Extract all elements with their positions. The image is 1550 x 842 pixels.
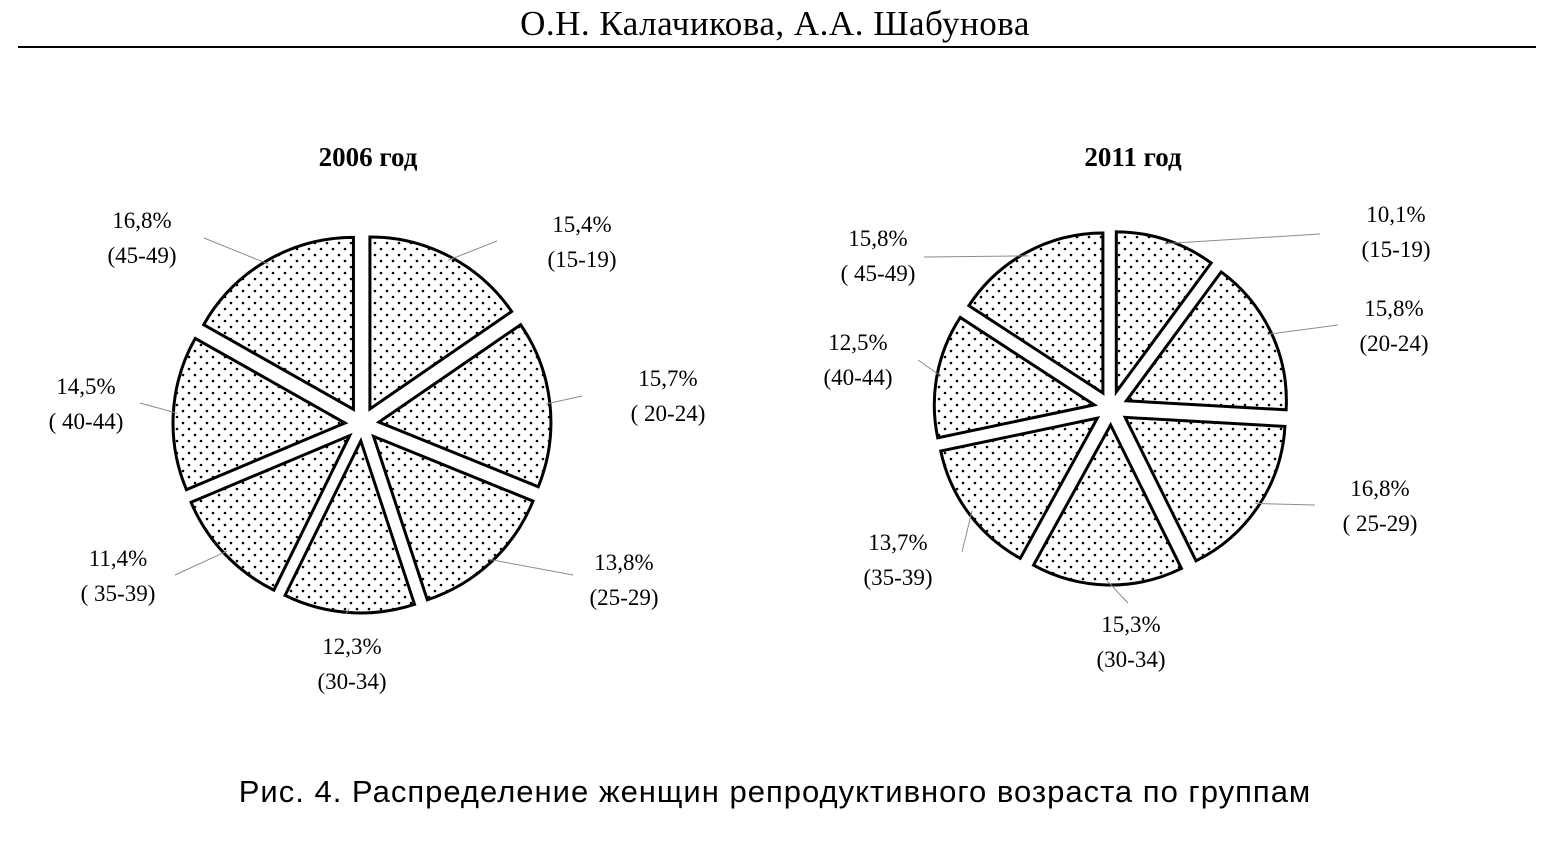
slice-group-label: (40-44) — [824, 365, 893, 390]
slice-percent-label: 14,5% — [56, 374, 115, 399]
pie-slice — [938, 415, 1101, 561]
pie-slice — [201, 235, 355, 412]
leader-line — [488, 558, 574, 576]
slice-percent-label: 10,1% — [1366, 202, 1425, 227]
pie-slice — [283, 436, 417, 615]
chart-title-2006: 2006 год — [319, 142, 418, 172]
slice-percent-label: 13,8% — [594, 550, 653, 575]
pie-chart-2006: 2006 год 15,4% (15-19) 15,7% ( 20-24) 13,8% (… — [49, 142, 706, 694]
leader-line — [923, 255, 1029, 258]
leader-line — [345, 608, 350, 615]
leader-line — [917, 359, 942, 377]
leader-line — [961, 510, 973, 553]
pie-slice — [966, 231, 1105, 396]
page-header-authors: О.Н. Калачикова, А.А. Шабунова — [520, 4, 1030, 43]
leader-line — [545, 395, 583, 405]
leader-line — [447, 240, 498, 261]
slice-group-label: (30-34) — [1097, 647, 1166, 672]
pie-slice — [1114, 230, 1214, 397]
slice-percent-label: 16,8% — [112, 208, 171, 233]
slice-group-label: ( 40-44) — [49, 409, 124, 434]
slice-percent-label: 13,7% — [868, 530, 927, 555]
slice-group-label: (45-49) — [108, 243, 177, 268]
pie-slice — [371, 433, 535, 602]
leader-line — [1106, 580, 1129, 604]
slice-group-label: (15-19) — [548, 247, 617, 272]
slice-group-label: (30-34) — [318, 669, 387, 694]
header-rule — [18, 46, 1536, 48]
slice-percent-label: 15,8% — [1364, 296, 1423, 321]
slice-group-label: (25-29) — [590, 585, 659, 610]
pie-slice — [368, 235, 514, 412]
chart-title-2011: 2011 год — [1084, 142, 1182, 172]
slice-group-label: ( 35-39) — [81, 581, 156, 606]
pie-slice — [1122, 415, 1287, 563]
leader-line — [1255, 502, 1316, 506]
slice-group-label: ( 20-24) — [631, 401, 706, 426]
leader-line — [1164, 233, 1321, 245]
slice-percent-label: 15,4% — [552, 212, 611, 237]
slice-percent-label: 15,8% — [848, 226, 907, 251]
slice-percent-label: 15,7% — [638, 366, 697, 391]
pie-chart-2011: 2011 год 10,1% (15-19) 15,8% (20-24) 16,8% ( … — [824, 142, 1431, 672]
pie-slice — [171, 336, 349, 492]
slice-percent-label: 12,3% — [322, 634, 381, 659]
leader-line — [174, 550, 228, 576]
slice-percent-label: 12,5% — [828, 330, 887, 355]
leader-line — [139, 402, 178, 414]
slice-group-label: (35-39) — [864, 565, 933, 590]
slice-group-label: ( 25-29) — [1343, 511, 1418, 536]
slice-percent-label: 16,8% — [1350, 476, 1409, 501]
slice-percent-label: 11,4% — [89, 546, 148, 571]
slice-group-label: (15-19) — [1362, 237, 1431, 262]
pie-slice — [1123, 269, 1288, 412]
slice-group-label: ( 45-49) — [841, 261, 916, 286]
leader-line — [1267, 324, 1339, 335]
figure-caption: Рис. 4. Распределение женщин репродуктив… — [238, 774, 1312, 809]
pie-slice — [932, 315, 1099, 440]
slice-percent-label: 15,3% — [1101, 612, 1160, 637]
slice-group-label: (20-24) — [1360, 331, 1429, 356]
pie-slice — [189, 432, 353, 593]
leader-line — [203, 237, 269, 265]
pie-slice — [1031, 421, 1184, 587]
